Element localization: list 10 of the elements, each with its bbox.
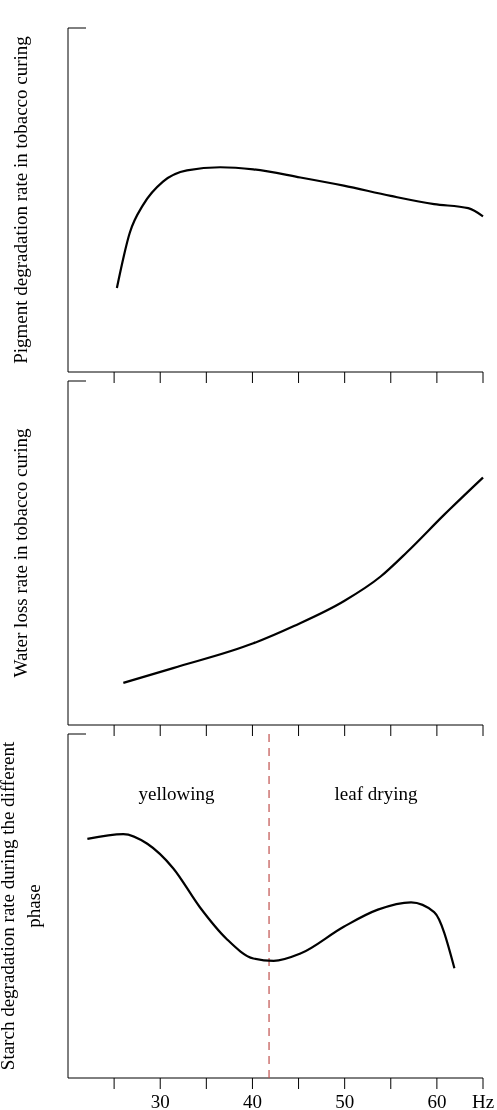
x-axis-title: Hz	[471, 1091, 495, 1110]
text: leaf drying	[334, 783, 418, 804]
y-axis-title: Water loss rate in tobacco curing	[10, 427, 31, 678]
x-tick-label: 60	[427, 1091, 447, 1110]
x-tick-label: 30	[150, 1091, 170, 1110]
y-axis-title: Starch degradation rate during the different phase	[0, 741, 44, 1071]
y-axis-title: Pigment degradation rate in tobacco curing	[10, 35, 31, 364]
text: yellowing	[138, 783, 216, 804]
x-tick-label: 40	[242, 1091, 262, 1110]
x-tick-label: 50	[335, 1091, 355, 1110]
